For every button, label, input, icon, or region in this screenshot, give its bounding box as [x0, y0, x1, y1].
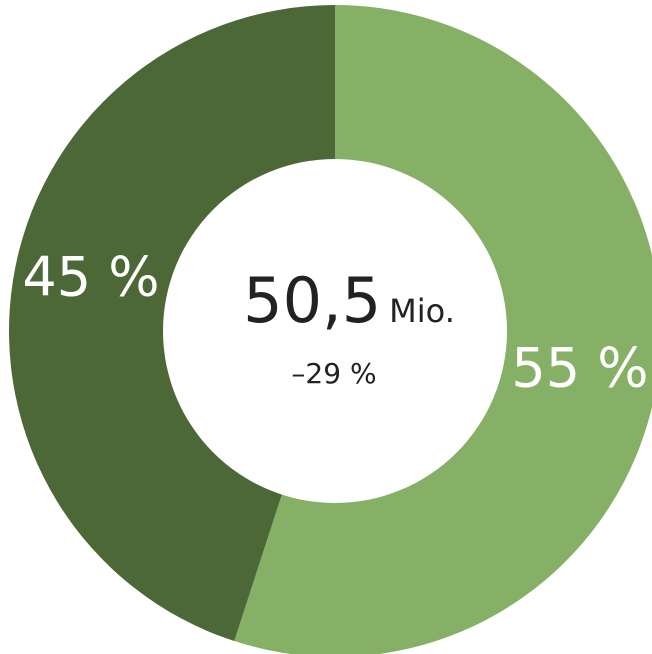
slice-label-2: 45 % [22, 246, 159, 309]
slice-labels: 55 % 45 % [22, 246, 648, 400]
center-change: –29 % [291, 357, 376, 390]
donut-hole [163, 159, 507, 503]
slice-label-1: 55 % [511, 337, 648, 400]
center-unit: Mio. [389, 292, 455, 330]
center-value-text: 50,5 Mio. [243, 264, 455, 337]
center-value: 50,5 [243, 264, 381, 337]
